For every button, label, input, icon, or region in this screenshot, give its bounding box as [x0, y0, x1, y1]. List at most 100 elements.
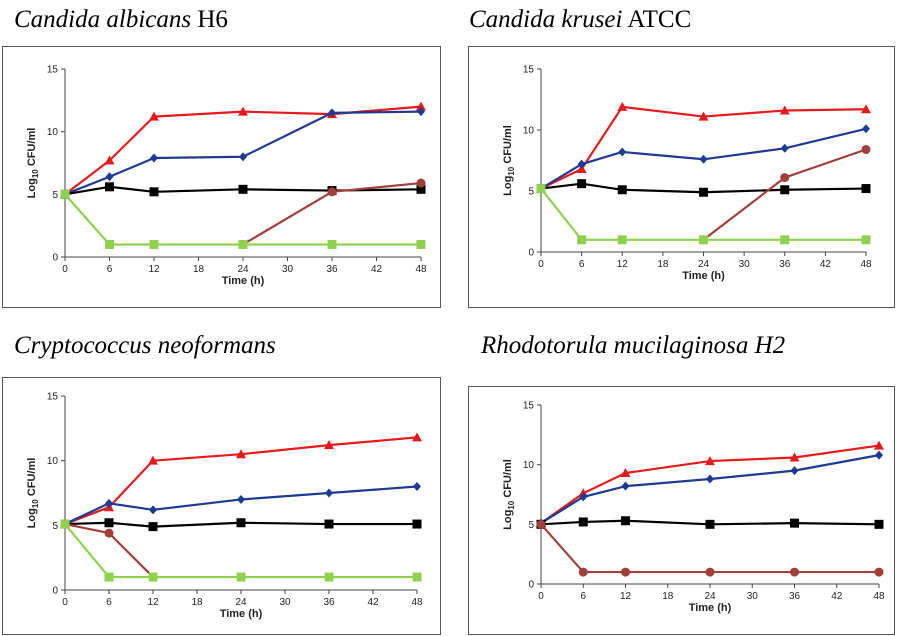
series-5: [536, 184, 871, 245]
series-2: [537, 124, 870, 194]
x-tick-label: 48: [860, 259, 872, 270]
data-point: [412, 572, 422, 582]
y-tick-label: 10: [47, 456, 59, 467]
data-point: [861, 104, 871, 114]
data-point: [577, 179, 587, 189]
data-point: [324, 519, 334, 529]
y-axis-label: Log10 CFU/ml: [502, 459, 516, 530]
data-point: [104, 528, 114, 538]
data-point: [327, 187, 337, 197]
series-line: [540, 444, 880, 525]
data-point: [324, 572, 334, 582]
y-tick-label: 15: [47, 65, 59, 76]
data-point: [416, 101, 426, 111]
series-line: [64, 193, 421, 246]
data-point: [416, 184, 426, 194]
chart-3: 0 5 10 15 0 6 12 18 24 30 36 42 48 Time (h) Log10 CFU/…: [26, 392, 423, 621]
data-point: [789, 452, 800, 462]
data-point: [417, 107, 425, 117]
chart-2: 0 5 10 15 0 6 12 18 24 30 36 42 48 Time (h) Log10 CFU/…: [502, 65, 872, 283]
x-axis-label: Time (h): [689, 602, 732, 614]
x-axis-label: Time (h): [220, 608, 263, 620]
series-line: [64, 436, 418, 526]
data-point: [149, 505, 157, 515]
data-point: [620, 468, 631, 478]
series-4: [699, 145, 871, 245]
data-point: [779, 105, 790, 115]
series-1: [536, 101, 871, 193]
data-point: [790, 567, 799, 577]
x-tick-label: 6: [106, 597, 112, 608]
data-point: [790, 518, 799, 528]
data-point: [328, 108, 336, 118]
series-3: [60, 182, 426, 199]
x-tick-label: 6: [107, 264, 113, 275]
data-point: [875, 450, 883, 460]
data-point: [874, 567, 884, 577]
series-1: [60, 432, 422, 529]
series-3: [536, 179, 871, 197]
data-point: [621, 567, 630, 577]
data-point: [621, 481, 630, 491]
x-tick-label: 0: [62, 264, 68, 275]
series-line: [540, 523, 879, 574]
chart-1: 0 5 10 15 0 6 12 18 24 30 36 42 48 Time (h) Log10 CFU/…: [26, 65, 427, 288]
data-point: [780, 173, 790, 183]
data-point: [698, 111, 709, 121]
data-point: [238, 184, 248, 194]
y-tick-label: 10: [523, 126, 535, 137]
series-1: [536, 440, 884, 528]
data-point: [705, 456, 715, 466]
series-1: [60, 101, 426, 199]
data-point: [412, 519, 422, 529]
x-tick-label: 24: [237, 264, 249, 275]
data-point: [579, 492, 588, 502]
series-line: [702, 148, 867, 241]
chart-panel-4: 0 5 10 15 0 6 12 18 24 30 36 42 48 Time (h) Log10 CFU/…: [468, 386, 895, 635]
series-line: [540, 454, 880, 525]
x-tick-label: 12: [148, 264, 160, 275]
x-tick-label: 0: [538, 591, 544, 602]
data-point: [105, 172, 114, 182]
data-point: [536, 184, 546, 194]
series-line: [540, 187, 866, 241]
data-point: [60, 189, 70, 199]
x-tick-label: 36: [323, 597, 335, 608]
y-tick-label: 15: [523, 401, 535, 412]
data-point: [874, 440, 884, 450]
series-line: [540, 127, 867, 190]
x-tick-label: 48: [411, 597, 423, 608]
x-tick-label: 18: [657, 259, 669, 270]
data-point: [699, 187, 708, 197]
data-point: [236, 518, 246, 528]
data-point: [104, 572, 114, 582]
chart-title-4: Rhodotorula mucilaginosa H2: [481, 332, 786, 359]
series-4: [60, 519, 158, 582]
y-tick-label: 10: [47, 127, 59, 138]
x-tick-label: 6: [580, 591, 586, 602]
series-5: [60, 519, 422, 582]
y-tick-label: 0: [52, 586, 58, 597]
y-tick-label: 15: [523, 65, 535, 76]
data-point: [780, 185, 790, 195]
data-point: [105, 498, 113, 508]
x-tick-label: 30: [747, 591, 759, 602]
y-tick-label: 0: [528, 248, 534, 259]
data-point: [618, 147, 627, 157]
chart-panel-2: 0 5 10 15 0 6 12 18 24 30 36 42 48 Time (h) Log10 CFU/…: [468, 46, 895, 308]
data-point: [577, 159, 586, 169]
data-point: [327, 239, 337, 249]
y-axis-label: Log10 CFU/ml: [502, 125, 516, 196]
series-line: [540, 182, 867, 194]
data-point: [105, 182, 114, 192]
data-point: [861, 145, 871, 155]
data-point: [236, 449, 246, 459]
series-2: [537, 450, 883, 528]
y-tick-label: 15: [47, 392, 59, 403]
data-point: [536, 519, 546, 529]
series-line: [64, 105, 422, 196]
y-tick-label: 10: [523, 460, 535, 471]
series-line: [540, 519, 880, 526]
series-3: [536, 516, 884, 529]
data-point: [699, 235, 708, 245]
